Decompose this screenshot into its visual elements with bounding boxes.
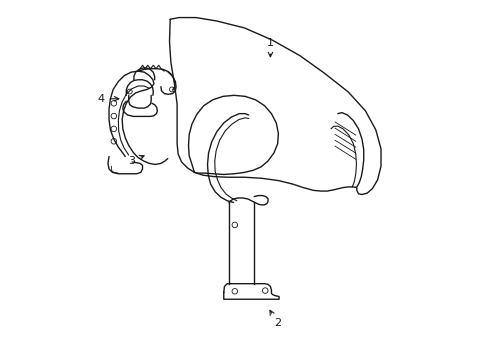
Text: 1: 1 (266, 39, 273, 57)
Text: 2: 2 (269, 310, 280, 328)
Text: 4: 4 (97, 94, 119, 104)
Text: 3: 3 (128, 156, 144, 166)
